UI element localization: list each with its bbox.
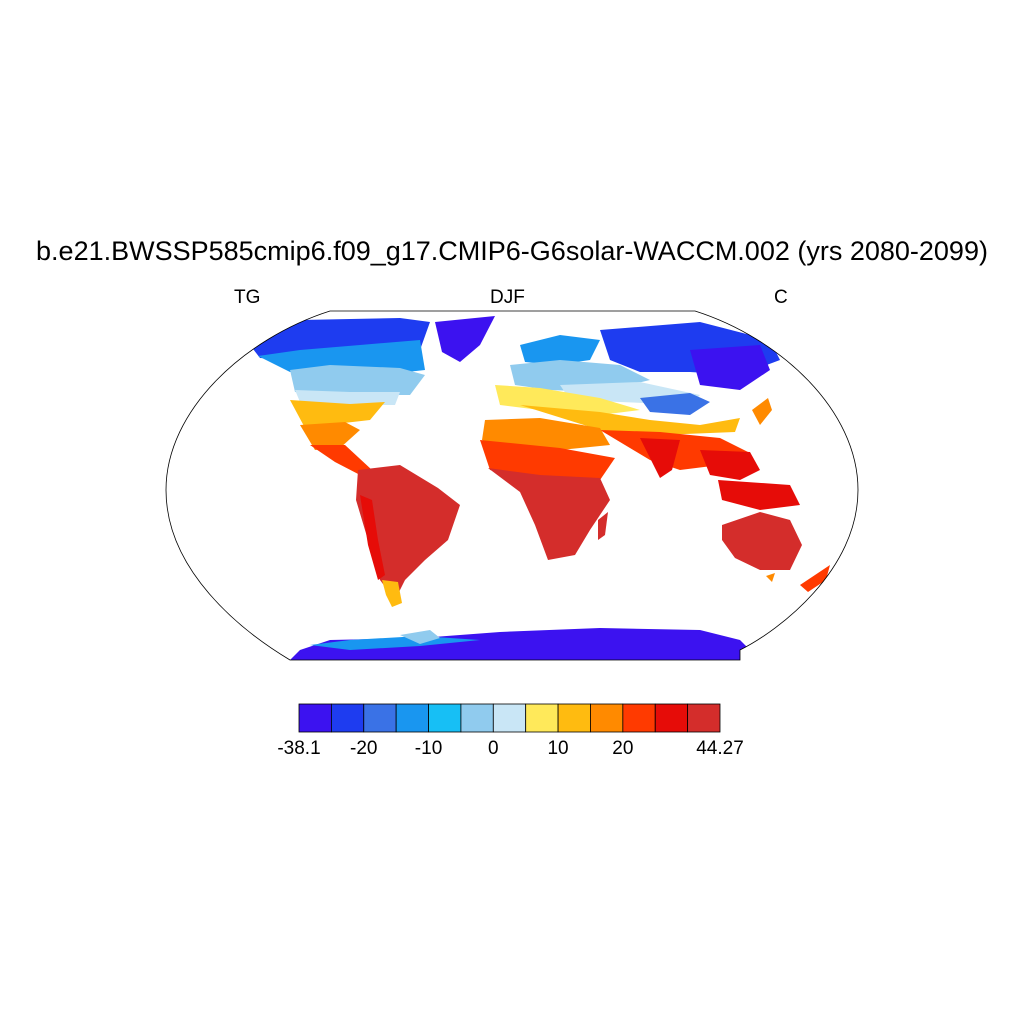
map-boundary: [165, 310, 859, 661]
north-america-warm: [290, 400, 385, 428]
indonesia: [718, 480, 800, 510]
colorbar-box: [557, 703, 591, 733]
north-africa: [482, 418, 610, 450]
central-africa: [488, 468, 610, 560]
land-temperature-field: [250, 316, 830, 660]
colorbar-box: [654, 703, 689, 733]
madagascar: [598, 512, 608, 540]
southeast-asia: [700, 450, 760, 480]
units-label: C: [774, 287, 788, 308]
north-america-cold: [258, 340, 425, 375]
variable-label: TG: [234, 287, 261, 308]
colorbar-box: [525, 703, 559, 733]
north-america-mild: [295, 390, 400, 405]
colorbar-tick-label: -38.1: [277, 738, 321, 759]
tibet-cold: [640, 393, 710, 415]
new-zealand: [800, 565, 830, 592]
north-america-cool: [290, 365, 425, 395]
colorbar-tick-label: -20: [350, 738, 378, 759]
colorbar-box: [687, 703, 721, 733]
south-america-andes: [360, 495, 385, 580]
colorbar-box: [622, 703, 656, 733]
plot-title: b.e21.BWSSP585cmip6.f09_g17.CMIP6-G6sola…: [36, 236, 988, 266]
colorbar-box: [330, 703, 365, 733]
australia: [722, 512, 802, 570]
colorbar-box: [363, 703, 397, 733]
middle-east: [520, 405, 740, 435]
season-label: DJF: [490, 287, 525, 308]
colorbar-tick-label: 0: [488, 738, 499, 759]
africa-tropics: [480, 440, 615, 480]
colorbar-tick-label: -10: [414, 738, 443, 759]
antarctica-peninsula: [400, 630, 440, 644]
colorbar-box: [460, 703, 494, 733]
scandinavia: [520, 335, 600, 365]
antarctica-coast: [310, 636, 480, 650]
colorbar-box: [590, 703, 624, 733]
colorbar-tick-label: 44.27: [696, 738, 744, 759]
colorbar-box: [492, 703, 527, 733]
tasmania: [766, 573, 775, 582]
siberia-cold: [690, 345, 770, 390]
colorbar-box: [395, 703, 429, 733]
north-america-south: [300, 422, 360, 450]
central-america: [310, 445, 372, 476]
antarctica: [290, 628, 760, 660]
colorbar-box: [428, 703, 462, 733]
japan: [752, 398, 772, 425]
greenland: [435, 316, 495, 362]
india: [640, 438, 680, 478]
colorbar-tick-label: 10: [547, 738, 569, 759]
colorbar-box: [298, 703, 332, 733]
colorbar-tick-label: 20: [612, 738, 634, 759]
patagonia: [382, 580, 402, 607]
